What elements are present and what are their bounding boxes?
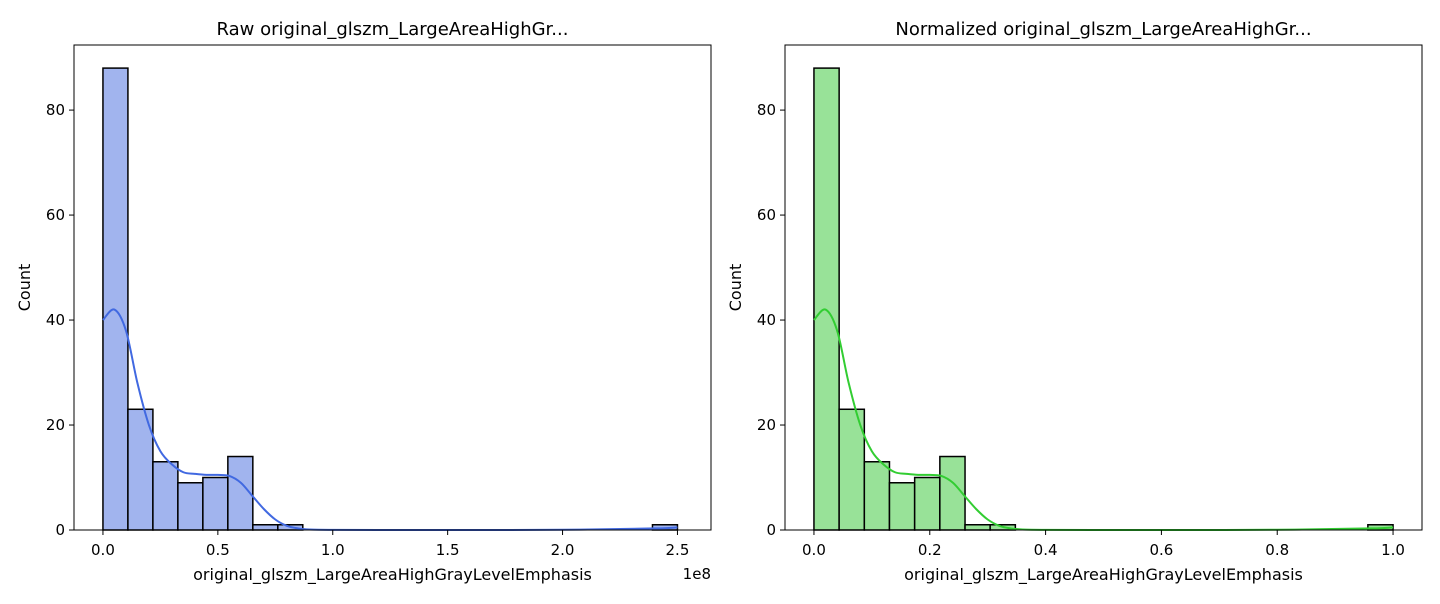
x-tick-label: 1.5 [436, 541, 460, 559]
histogram-bar [127, 408, 154, 531]
y-axis-label: Count [726, 264, 745, 312]
histogram-bars [102, 67, 679, 531]
histogram-bar [939, 455, 966, 531]
y-tick-label: 80 [46, 101, 65, 119]
x-axis-offset-text: 1e8 [683, 565, 711, 583]
histogram-bar [177, 482, 204, 531]
x-tick-label: 0.2 [918, 541, 942, 559]
x-tick-label: 0.0 [91, 541, 115, 559]
y-axis-label: Count [15, 264, 34, 312]
plot-frame [784, 44, 1423, 531]
y-tick-label: 20 [757, 416, 776, 434]
y-tick-label: 40 [46, 311, 65, 329]
y-tick-label: 0 [766, 521, 776, 539]
chart-title: Raw original_glszm_LargeAreaHighGr... [217, 19, 569, 40]
x-tick-label: 2.5 [666, 541, 690, 559]
chart-panel-1: 0.0 0.5 1.0 1.5 2.0 2.5 0 20 40 60 80 Raw original_… [15, 19, 712, 585]
x-tick-label: 0.6 [1149, 541, 1173, 559]
y-tick-label: 40 [757, 311, 776, 329]
histogram-bar [252, 524, 279, 531]
histogram-bar [202, 476, 229, 531]
y-tick-label: 60 [46, 206, 65, 224]
histogram-bar [152, 461, 179, 531]
x-tick-label: 1.0 [321, 541, 345, 559]
histogram-bars [813, 67, 1394, 531]
y-tick-label: 80 [757, 101, 776, 119]
x-tick-label: 0.5 [206, 541, 230, 559]
x-tick-label: 0.0 [802, 541, 826, 559]
x-axis-label: original_glszm_LargeAreaHighGrayLevelEmp… [193, 565, 592, 585]
histogram-bar [913, 476, 941, 531]
plot-frame [73, 44, 712, 531]
chart-title: Normalized original_glszm_LargeAreaHighG… [895, 19, 1311, 40]
histogram-bar [964, 524, 991, 531]
histogram-bar [863, 461, 891, 531]
x-tick-label: 0.8 [1265, 541, 1289, 559]
x-tick-label: 2.0 [551, 541, 575, 559]
histogram-bar [888, 482, 916, 531]
y-tick-label: 0 [55, 521, 65, 539]
y-tick-label: 60 [757, 206, 776, 224]
chart-panel-2: 0.0 0.2 0.4 0.6 0.8 1.0 0 20 40 60 80 Normalized or… [726, 19, 1423, 585]
histogram-bar [102, 67, 129, 531]
x-tick-label: 0.4 [1034, 541, 1058, 559]
histogram-bar [813, 67, 840, 531]
x-axis-label: original_glszm_LargeAreaHighGrayLevelEmp… [904, 565, 1303, 585]
x-tick-label: 1.0 [1381, 541, 1405, 559]
y-tick-label: 20 [46, 416, 65, 434]
histogram-bar [838, 408, 866, 531]
